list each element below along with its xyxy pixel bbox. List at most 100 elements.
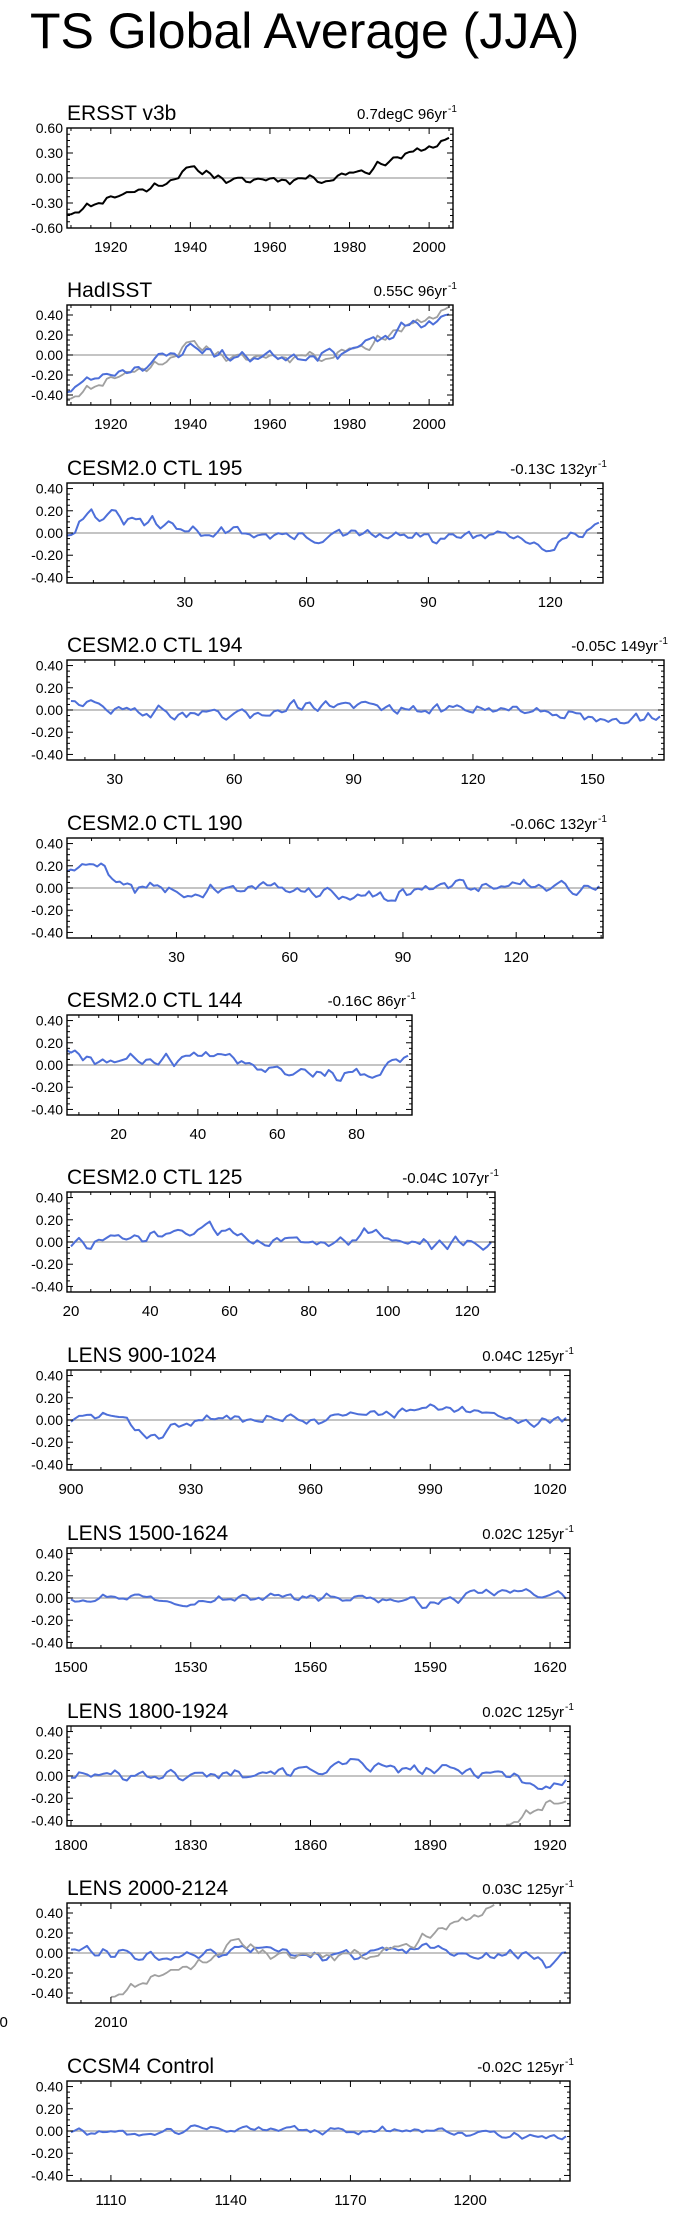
x-tick-label: 1890 (414, 1837, 447, 1854)
y-tick-label: 0.40 (36, 1724, 63, 1740)
series-line (70, 1588, 567, 1609)
y-tick-label: -0.20 (31, 547, 63, 563)
y-tick-label: 0.00 (36, 1057, 63, 1073)
x-tick-label: 1530 (174, 1659, 207, 1676)
chart-title: LENS 1800-1924 (67, 1700, 228, 1723)
chart-title: LENS 2000-2124 (67, 1877, 228, 1900)
x-tick-label: 2000 (412, 239, 445, 256)
x-tick-label: 40 (190, 1126, 207, 1143)
y-tick-label: 0.00 (36, 702, 63, 718)
y-tick-label: 0.40 (36, 481, 63, 497)
chart-title: LENS 1500-1624 (67, 1522, 228, 1545)
y-tick-label: 0.20 (36, 858, 63, 874)
x-tick-label: 90 (395, 949, 412, 966)
x-tick-label: 1920 (533, 1837, 566, 1854)
x-tick-label: 900 (58, 1481, 83, 1498)
chart-subtitle: -0.16C 86yr (328, 993, 406, 1010)
x-tick-label: 1590 (414, 1659, 447, 1676)
chart-subtitle-exponent: -1 (598, 814, 607, 825)
y-tick-label: 0.00 (36, 1768, 63, 1784)
chart-panel: ERSST v3b 0.7degC 96yr -1 -0.60 -0.30 0.00 0.3… (31, 102, 457, 256)
x-tick-label: 1960 (253, 239, 286, 256)
y-tick-label: 0.60 (36, 120, 63, 136)
chart-subtitle-exponent: -1 (565, 2057, 574, 2068)
y-tick-label: -0.60 (31, 220, 63, 236)
chart-title: LENS 900-1024 (67, 1344, 217, 1367)
x-tick-label: 1920 (94, 239, 127, 256)
y-tick-label: 0.20 (36, 1925, 63, 1941)
chart-subtitle-exponent: -1 (448, 281, 457, 292)
y-tick-label: -0.40 (31, 1278, 63, 1294)
y-tick-label: 0.20 (36, 2101, 63, 2117)
chart-subtitle-exponent: -1 (490, 1168, 499, 1179)
x-tick-label: 960 (298, 1481, 323, 1498)
chart-panel: LENS 900-1024 0.04C 125yr -1 -0.40 -0.20 0.00… (31, 1344, 574, 1498)
y-tick-label: 0.00 (36, 2123, 63, 2139)
chart-subtitle-exponent: -1 (565, 1702, 574, 1713)
x-tick-label: 1560 (294, 1659, 327, 1676)
x-tick-label: 30 (176, 594, 193, 611)
y-tick-label: 0.20 (36, 1390, 63, 1406)
x-tick-label: 30 (168, 949, 185, 966)
y-tick-label: -0.20 (31, 1434, 63, 1450)
y-tick-label: 0.40 (36, 1546, 63, 1562)
x-tick-label: 2000 (412, 416, 445, 433)
chart-subtitle-exponent: -1 (565, 1346, 574, 1357)
chart-subtitle-exponent: -1 (565, 1524, 574, 1535)
x-tick-label: 1500 (54, 1659, 87, 1676)
y-tick-label: 0.40 (36, 658, 63, 674)
series-line (67, 1049, 409, 1082)
chart-panel: CESM2.0 CTL 195 -0.13C 132yr -1 -0.40 -0.20 0… (31, 457, 607, 611)
y-tick-label: 0.20 (36, 1568, 63, 1584)
y-tick-label: -0.20 (31, 1079, 63, 1095)
x-tick-label: 1800 (54, 1837, 87, 1854)
x-tick-label: 1140 (215, 2192, 247, 2209)
y-tick-label: 0.40 (36, 1368, 63, 1384)
y-tick-label: 0.40 (36, 836, 63, 852)
overlay-series-line (67, 306, 450, 400)
y-tick-label: 0.00 (36, 525, 63, 541)
chart-panel: CESM2.0 CTL 190 -0.06C 132yr -1 -0.40 -0.20 0… (31, 812, 607, 966)
x-tick-label: 990 (418, 1481, 443, 1498)
y-tick-label: 0.00 (36, 170, 63, 186)
y-tick-label: 0.20 (36, 680, 63, 696)
y-tick-label: -0.40 (31, 387, 63, 403)
overlay-series-line (110, 1904, 495, 1998)
x-tick-label: 60 (281, 949, 298, 966)
x-tick-label: 1920 (94, 416, 127, 433)
chart-panel: LENS 1800-1924 0.02C 125yr -1 -0.40 -0.20 0.0… (31, 1700, 574, 1854)
chart-subtitle: 0.02C 125yr (482, 1526, 564, 1543)
y-tick-label: -0.20 (31, 1965, 63, 1981)
chart-title: CESM2.0 CTL 194 (67, 634, 243, 657)
chart-title: HadISST (67, 279, 152, 302)
y-tick-label: -0.20 (31, 1612, 63, 1628)
x-tick-label: 1170 (334, 2192, 366, 2209)
x-tick-label: 120 (455, 1303, 480, 1320)
chart-subtitle: 0.03C 125yr (482, 1881, 564, 1898)
series-line (70, 1403, 567, 1440)
x-tick-label: 1940 (174, 239, 207, 256)
y-tick-label: -0.40 (31, 1985, 63, 2001)
x-tick-label: 1980 (333, 416, 366, 433)
y-tick-label: -0.20 (31, 902, 63, 918)
chart-panel: LENS 2000-2124 0.03C 125yr -1 -0.40 -0.20 0.0… (0, 1877, 574, 2031)
y-tick-label: 0.20 (36, 1746, 63, 1762)
y-tick-label: 0.40 (36, 1013, 63, 1029)
series-line (70, 699, 661, 725)
x-tick-label: 40 (142, 1303, 159, 1320)
y-tick-label: -0.20 (31, 724, 63, 740)
x-tick-label: 20 (63, 1303, 80, 1320)
y-tick-label: -0.30 (31, 195, 63, 211)
x-tick-label: 60 (226, 771, 243, 788)
x-tick-label: 1940 (174, 416, 207, 433)
y-tick-label: -0.40 (31, 924, 63, 940)
chart-subtitle-exponent: -1 (448, 104, 457, 115)
y-tick-label: -0.20 (31, 1256, 63, 1272)
series-line (67, 862, 600, 902)
series-line (70, 2124, 567, 2141)
chart-panel: CESM2.0 CTL 194 -0.05C 149yr -1 -0.40 -0.20 0… (31, 634, 668, 788)
chart-title: ERSST v3b (67, 102, 176, 125)
series-line (71, 1758, 567, 1791)
chart-subtitle: -0.13C 132yr (510, 461, 597, 478)
